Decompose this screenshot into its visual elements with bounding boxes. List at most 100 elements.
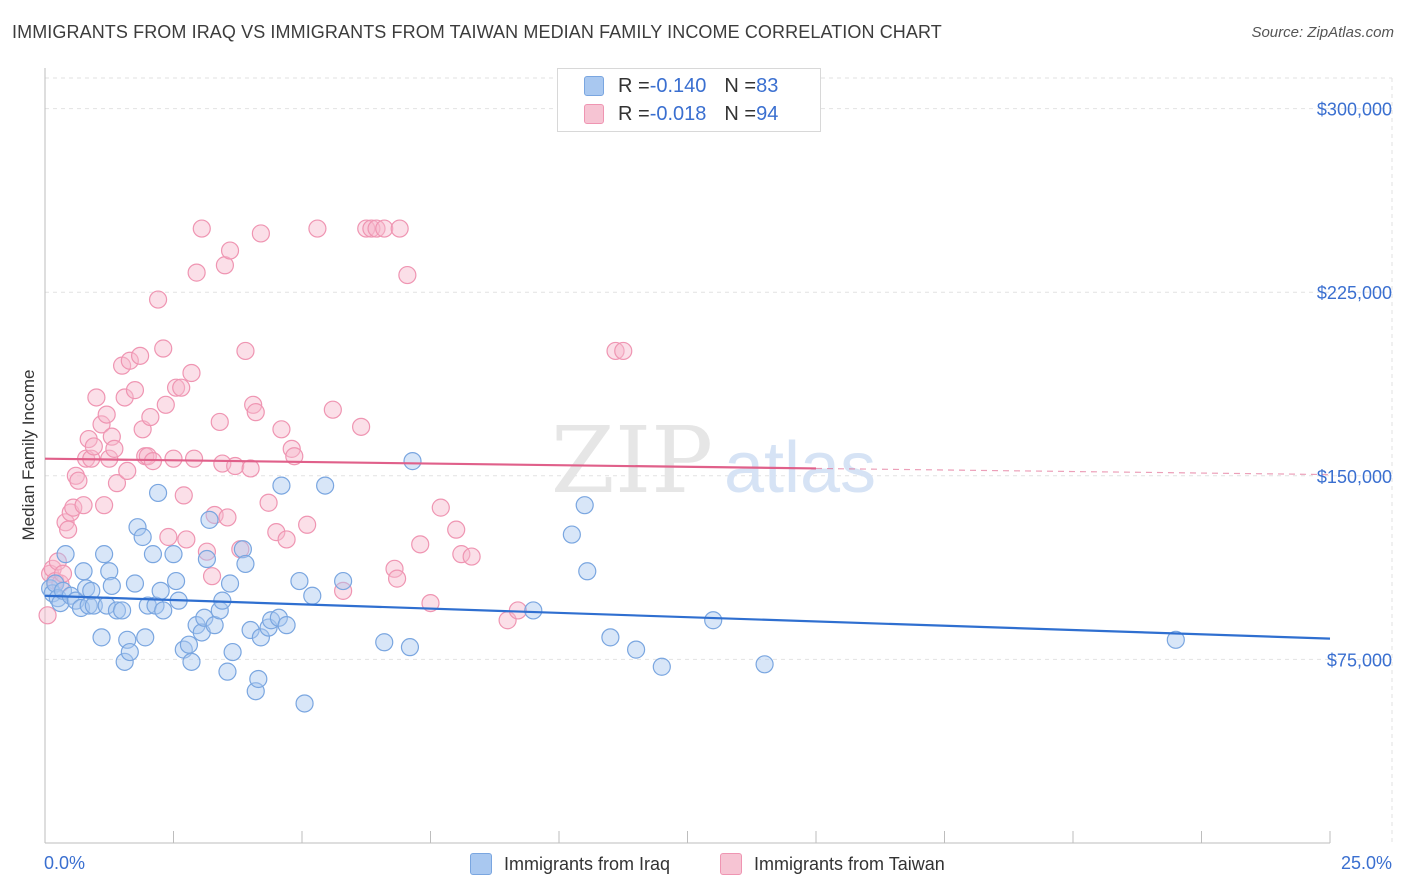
iraq-point-69 — [400, 638, 420, 657]
x-tick-label-min: 0.0% — [44, 853, 85, 873]
iraq-point-51 — [223, 642, 242, 662]
iraq-trend-line — [44, 594, 1331, 640]
taiwan-point-28 — [118, 461, 137, 481]
iraq-point-15 — [92, 628, 111, 647]
taiwan-point-61 — [241, 459, 260, 478]
taiwan-point-46 — [182, 363, 201, 383]
taiwan-point-30 — [125, 381, 145, 400]
iraq-point-24 — [120, 642, 139, 662]
iraq-point-19 — [102, 576, 121, 596]
taiwan-point-85 — [421, 593, 440, 613]
iraq-n-label: N = — [724, 74, 757, 97]
taiwan-point-72 — [308, 219, 327, 238]
taiwan-point-8 — [59, 520, 78, 539]
iraq-point-10 — [74, 562, 93, 581]
iraq-point-57 — [251, 628, 270, 647]
taiwan-point-62 — [244, 395, 263, 414]
iraq-point-63 — [290, 571, 309, 591]
iraq-point-71 — [524, 601, 543, 620]
legend-row-iraq: R = -0.140 N = 83 — [584, 73, 778, 99]
taiwan-point-19 — [92, 415, 111, 434]
axes — [44, 68, 1331, 844]
iraq-point-72 — [562, 525, 581, 544]
watermark-zip: ZIP — [551, 407, 713, 514]
chart-title: IMMIGRANTS FROM IRAQ VS IMMIGRANTS FROM … — [12, 22, 942, 42]
iraq-point-50 — [220, 574, 240, 593]
taiwan-point-86 — [431, 498, 450, 517]
taiwan-point-69 — [282, 439, 301, 458]
taiwan-point-43 — [172, 378, 191, 397]
taiwan-point-83 — [398, 265, 417, 285]
iraq-point-32 — [148, 483, 168, 503]
iraq-point-68 — [375, 633, 394, 652]
taiwan-point-87 — [447, 520, 466, 539]
iraq-point-30 — [143, 545, 163, 564]
taiwan-point-29 — [120, 351, 139, 370]
taiwan-point-77 — [362, 219, 381, 238]
iraq-point-67 — [334, 571, 353, 591]
iraq-point-44 — [197, 549, 217, 569]
taiwan-point-25 — [107, 474, 127, 493]
taiwan-n-label: N = — [724, 102, 757, 125]
bottom-taiwan-label: Immigrants from Taiwan — [754, 853, 945, 874]
iraq-point-80 — [1166, 630, 1185, 649]
taiwan-point-70 — [285, 447, 304, 466]
y-tick-label-2: $225,000 — [1317, 283, 1392, 303]
iraq-point-60 — [269, 608, 288, 627]
iraq-point-26 — [128, 518, 147, 537]
iraq-point-52 — [233, 540, 252, 559]
taiwan-point-39 — [156, 395, 175, 414]
iraq-point-62 — [277, 616, 296, 635]
iraq-point-35 — [164, 545, 183, 564]
iraq-point-33 — [151, 581, 170, 600]
taiwan-point-66 — [267, 523, 286, 542]
source-label: Source: ZipAtlas.com — [1251, 24, 1394, 41]
taiwan-trend-line — [44, 457, 817, 470]
taiwan-point-73 — [323, 400, 342, 419]
taiwan-point-93 — [614, 341, 633, 361]
taiwan-point-56 — [218, 508, 237, 527]
iraq-point-76 — [626, 640, 646, 659]
iraq-point-45 — [200, 510, 219, 529]
taiwan-point-0 — [38, 606, 57, 625]
correlation-legend: R = -0.140 N = 83 R = -0.018 N = 94 — [557, 68, 821, 132]
iraq-point-77 — [652, 657, 671, 676]
iraq-point-18 — [100, 562, 119, 581]
iraq-point-70 — [403, 452, 422, 471]
taiwan-point-38 — [154, 339, 173, 358]
taiwan-point-89 — [462, 547, 481, 566]
iraq-point-53 — [236, 554, 255, 574]
iraq-point-54 — [241, 620, 260, 640]
iraq-point-21 — [112, 601, 132, 620]
taiwan-point-92 — [606, 341, 625, 361]
taiwan-point-37 — [148, 290, 168, 309]
bottom-iraq-swatch — [470, 853, 492, 875]
taiwan-points — [38, 219, 633, 630]
bottom-legend-taiwan: Immigrants from Taiwan — [720, 850, 945, 878]
taiwan-point-35 — [141, 407, 160, 427]
iraq-r-label: R = — [618, 74, 650, 97]
taiwan-point-18 — [87, 388, 106, 407]
iraq-point-75 — [601, 628, 620, 647]
taiwan-point-7 — [56, 513, 75, 532]
taiwan-r-value: -0.018 — [649, 102, 707, 125]
taiwan-point-79 — [375, 219, 394, 238]
taiwan-point-20 — [95, 496, 114, 515]
iraq-point-79 — [755, 655, 774, 674]
taiwan-point-11 — [66, 466, 85, 485]
iraq-point-34 — [154, 601, 173, 620]
iraq-point-74 — [578, 562, 597, 581]
watermark: ZIP atlas — [551, 407, 876, 514]
iraq-point-40 — [182, 652, 201, 671]
taiwan-point-60 — [236, 341, 255, 361]
iraq-point-39 — [179, 635, 199, 654]
taiwan-point-78 — [367, 219, 386, 238]
iraq-point-64 — [295, 694, 314, 713]
iraq-point-66 — [316, 476, 335, 495]
iraq-point-28 — [136, 628, 155, 647]
iraq-point-16 — [95, 545, 114, 564]
y-axis-title: Median Family Income — [19, 369, 38, 540]
taiwan-point-49 — [192, 219, 211, 238]
taiwan-point-63 — [246, 403, 265, 422]
